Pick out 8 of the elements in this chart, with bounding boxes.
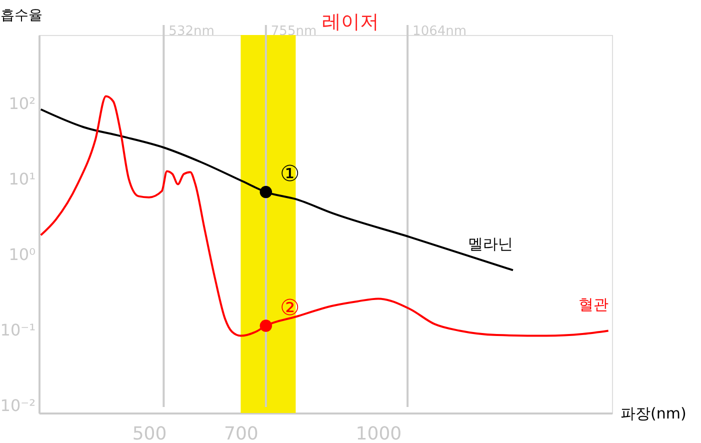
x-axis-title: 파장(nm) xyxy=(620,404,686,422)
line-series xyxy=(40,108,514,272)
series-label: 혈관 xyxy=(578,296,608,314)
y-axis-title: 흡수율 xyxy=(0,8,42,24)
ref-line-label: 755nm xyxy=(270,24,317,39)
series-label: 멜라닌 xyxy=(468,235,513,254)
line-series xyxy=(40,95,610,337)
chart-title: 레이저 xyxy=(322,11,379,33)
